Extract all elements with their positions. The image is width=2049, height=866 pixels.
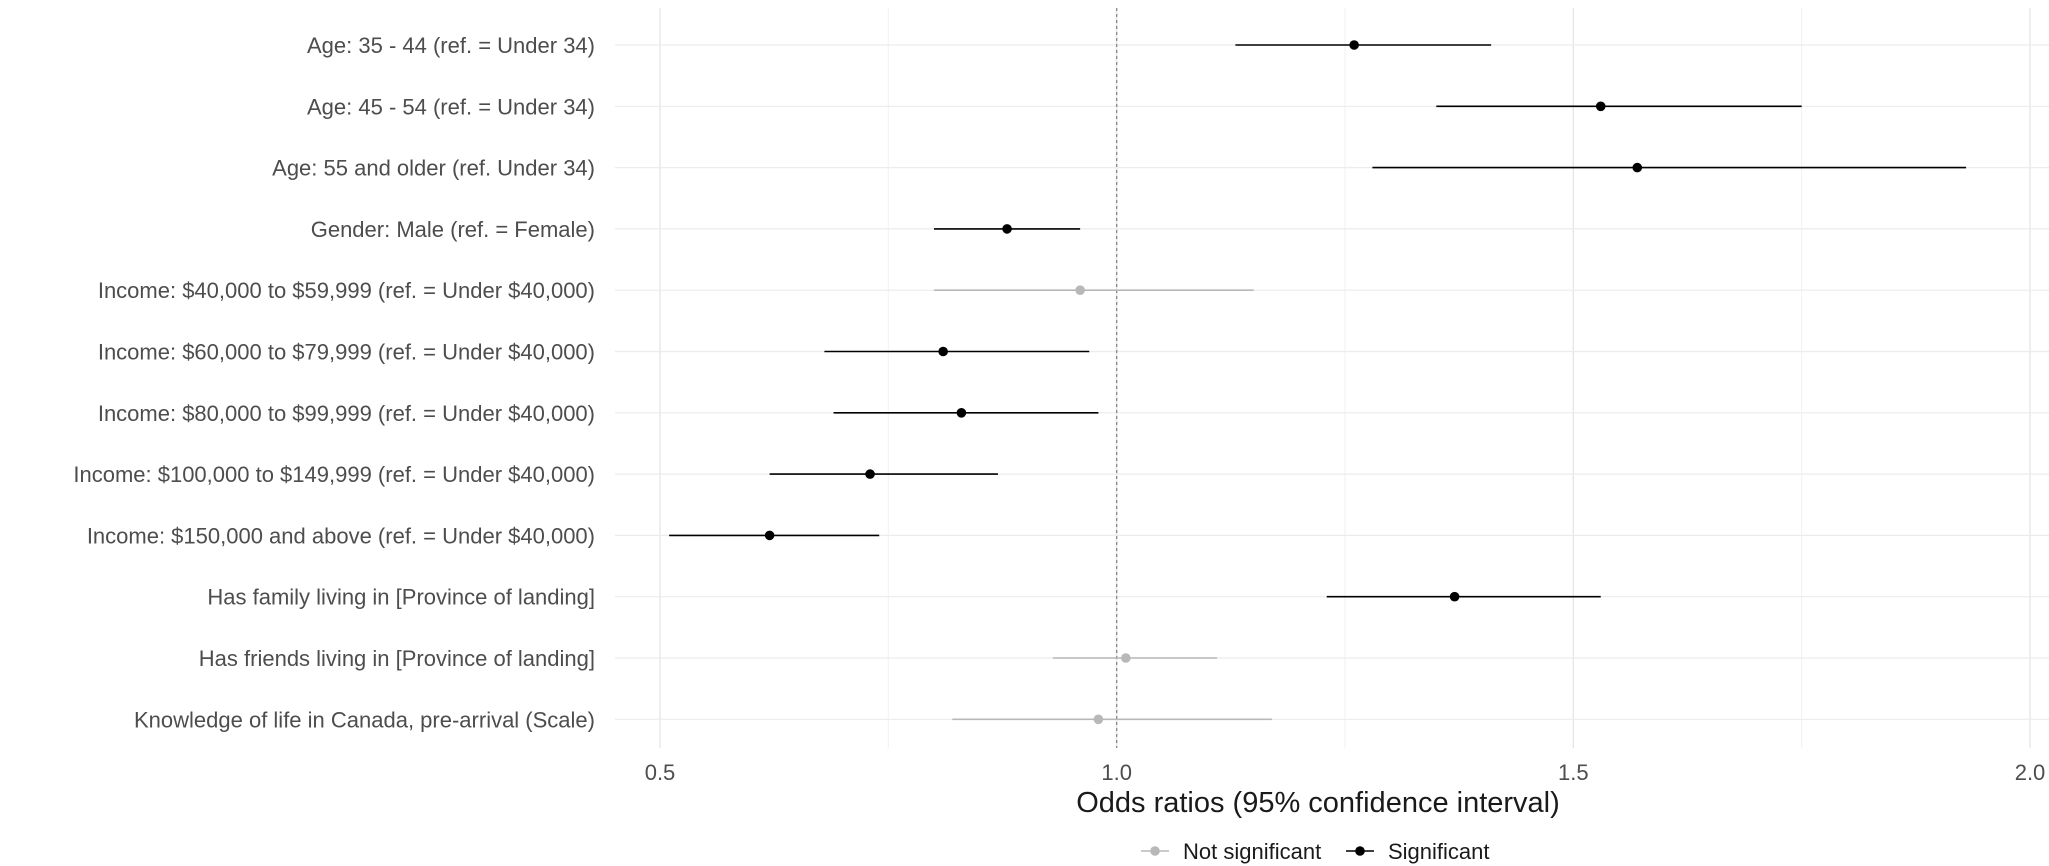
forest-row: Has family living in [Province of landin… bbox=[207, 585, 1601, 610]
odds-ratio-point bbox=[764, 530, 775, 541]
forest-row: Has friends living in [Province of landi… bbox=[199, 646, 1218, 671]
forest-row: Income: $150,000 and above (ref. = Under… bbox=[87, 523, 880, 548]
row-label: Income: $60,000 to $79,999 (ref. = Under… bbox=[98, 340, 595, 365]
grid bbox=[615, 8, 2049, 748]
forest-row: Knowledge of life in Canada, pre-arrival… bbox=[134, 707, 1272, 732]
row-label: Income: $40,000 to $59,999 (ref. = Under… bbox=[98, 278, 595, 303]
legend-item: Significant bbox=[1346, 839, 1490, 864]
odds-ratio-point bbox=[1349, 40, 1359, 50]
x-tick-label: 0.5 bbox=[645, 760, 676, 785]
row-label: Income: $80,000 to $99,999 (ref. = Under… bbox=[98, 401, 595, 426]
odds-ratio-point bbox=[1075, 285, 1085, 296]
x-tick-label: 2.0 bbox=[2015, 760, 2046, 785]
x-axis-title: Odds ratios (95% confidence interval) bbox=[1076, 787, 1560, 819]
forest-row: Age: 35 - 44 (ref. = Under 34) bbox=[307, 33, 1492, 58]
row-label: Has friends living in [Province of landi… bbox=[199, 646, 595, 671]
row-label: Gender: Male (ref. = Female) bbox=[311, 217, 595, 242]
row-label: Knowledge of life in Canada, pre-arrival… bbox=[134, 707, 595, 732]
legend: Not significant Significant bbox=[1141, 839, 1490, 864]
legend-label: Not significant bbox=[1183, 839, 1321, 864]
row-label: Income: $100,000 to $149,999 (ref. = Und… bbox=[73, 462, 595, 487]
row-label: Income: $150,000 and above (ref. = Under… bbox=[87, 523, 595, 548]
rows: Age: 35 - 44 (ref. = Under 34) Age: 45 - … bbox=[73, 33, 1967, 732]
row-label: Age: 45 - 54 (ref. = Under 34) bbox=[307, 94, 595, 119]
forest-row: Income: $80,000 to $99,999 (ref. = Under… bbox=[98, 401, 1099, 426]
x-axis-ticks: 0.5 1.0 1.5 2.0 bbox=[645, 760, 2046, 785]
odds-ratio-point bbox=[956, 408, 967, 418]
odds-ratio-point bbox=[1002, 224, 1012, 234]
odds-ratio-point bbox=[1595, 101, 1606, 112]
forest-row: Income: $60,000 to $79,999 (ref. = Under… bbox=[98, 340, 1090, 365]
forest-row: Income: $40,000 to $59,999 (ref. = Under… bbox=[98, 278, 1254, 303]
x-tick-label: 1.0 bbox=[1101, 760, 1132, 785]
forest-row: Gender: Male (ref. = Female) bbox=[311, 217, 1081, 242]
row-label: Has family living in [Province of landin… bbox=[207, 585, 595, 610]
legend-label: Significant bbox=[1388, 839, 1490, 864]
row-label: Age: 55 and older (ref. Under 34) bbox=[272, 156, 595, 181]
odds-ratio-point bbox=[938, 346, 948, 357]
legend-item: Not significant bbox=[1141, 839, 1321, 864]
odds-ratio-point bbox=[865, 469, 875, 479]
odds-ratio-point bbox=[1632, 162, 1643, 173]
forest-row: Age: 55 and older (ref. Under 34) bbox=[272, 156, 1967, 181]
odds-ratio-point bbox=[1093, 714, 1104, 725]
forest-row: Age: 45 - 54 (ref. = Under 34) bbox=[307, 94, 1802, 119]
legend-key-point bbox=[1150, 846, 1160, 856]
odds-ratio-point bbox=[1449, 591, 1460, 602]
row-label: Age: 35 - 44 (ref. = Under 34) bbox=[307, 33, 595, 58]
odds-ratio-point bbox=[1121, 653, 1131, 663]
forest-row: Income: $100,000 to $149,999 (ref. = Und… bbox=[73, 462, 998, 487]
legend-key-point bbox=[1355, 846, 1365, 856]
x-tick-label: 1.5 bbox=[1558, 760, 1589, 785]
